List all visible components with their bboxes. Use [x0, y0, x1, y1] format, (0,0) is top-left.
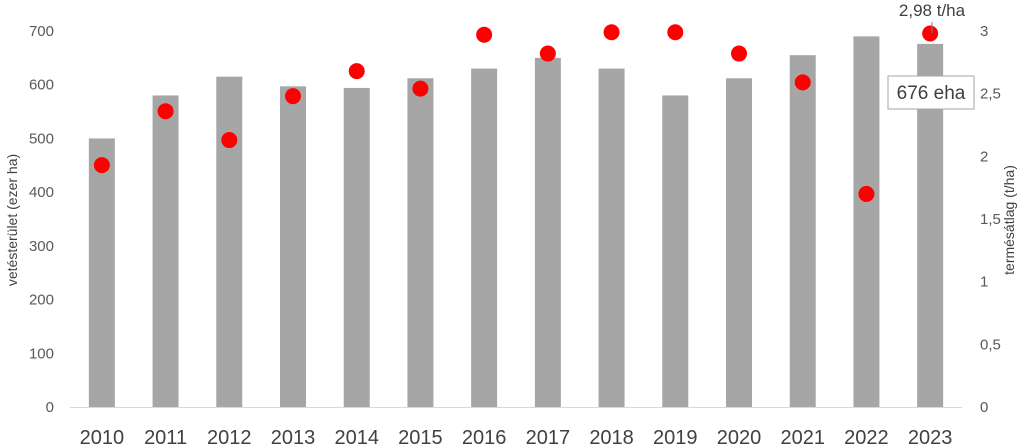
y-tick-label: 100 — [29, 345, 54, 362]
bar-2013 — [280, 86, 306, 407]
y-tick-label: 600 — [29, 77, 54, 94]
y2-tick-label: 2 — [980, 148, 988, 165]
x-tick-label: 2016 — [462, 427, 507, 446]
bars-layer — [88, 36, 944, 408]
bar-2019 — [662, 95, 689, 407]
y2-tick-label: 3 — [980, 23, 988, 40]
point-2021 — [794, 74, 811, 91]
point-2013 — [285, 88, 301, 105]
x-tick-label: 2010 — [80, 427, 125, 446]
bar-2017 — [534, 57, 561, 407]
y-tick-label: 400 — [29, 184, 54, 201]
x-tick-label: 2022 — [844, 427, 889, 446]
y2-tick-label: 0,5 — [980, 336, 1001, 353]
bar-label-2023: 676 eha — [897, 83, 966, 104]
y2-tick-label: 1,5 — [980, 211, 1001, 228]
point-2011 — [157, 103, 174, 120]
point-2016 — [476, 26, 493, 43]
x-tick-label: 2018 — [589, 427, 634, 446]
bar-2010 — [88, 138, 115, 407]
x-tick-label: 2015 — [398, 427, 443, 446]
bar-2011 — [152, 95, 179, 407]
point-2022 — [858, 185, 875, 202]
x-tick-label: 2014 — [334, 427, 379, 446]
y-axis-left-ticks: 0 100 200 300 400 500 600 700 — [29, 23, 54, 416]
bar-2022 — [853, 36, 880, 407]
x-tick-label: 2023 — [908, 427, 953, 446]
y-tick-label: 700 — [29, 23, 54, 40]
y-axis-right-title: termésátlag (t/ha) — [1001, 165, 1017, 275]
y-tick-label: 300 — [29, 238, 54, 255]
bar-2014 — [343, 87, 370, 408]
point-2023 — [922, 25, 939, 42]
y-tick-label: 200 — [29, 292, 54, 309]
bar-2012 — [216, 76, 243, 408]
y2-tick-label: 0 — [980, 399, 988, 416]
x-tick-label: 2019 — [653, 427, 698, 446]
bar-2015 — [407, 78, 434, 408]
point-2012 — [221, 132, 238, 149]
point-2010 — [93, 157, 110, 174]
points-layer — [93, 24, 939, 202]
point-2020 — [731, 45, 747, 62]
x-axis-ticks: 2010 2011 2012 2013 2014 2015 2016 2017 2018 2019… — [80, 427, 953, 446]
bar-2016 — [471, 68, 498, 407]
x-tick-label: 2012 — [207, 427, 252, 446]
bar-2020 — [726, 78, 752, 408]
y-axis-left-title: vetésterület (ezer ha) — [4, 154, 20, 286]
y-axis-right-ticks: 0 0,5 1 1,5 2 2,5 3 — [980, 23, 1001, 416]
x-tick-label: 2013 — [271, 427, 316, 446]
bar-label-box — [887, 75, 975, 110]
x-tick-label: 2017 — [526, 427, 571, 446]
point-2019 — [667, 24, 684, 41]
point-2017 — [539, 45, 556, 62]
bar-2018 — [598, 68, 625, 407]
point-2018 — [603, 24, 620, 41]
point-2015 — [412, 80, 429, 97]
x-tick-label: 2011 — [144, 427, 187, 446]
y-tick-label: 0 — [46, 399, 54, 416]
x-tick-label: 2020 — [717, 427, 762, 446]
y-tick-label: 500 — [29, 130, 54, 147]
point-2014 — [348, 63, 365, 80]
annotations: 2,98 t/ha 676 eha — [887, 1, 975, 110]
bar-2021 — [789, 55, 816, 408]
point-label-2023: 2,98 t/ha — [899, 1, 966, 20]
x-tick-label: 2021 — [780, 427, 825, 446]
y2-tick-label: 2,5 — [980, 86, 1001, 103]
y2-tick-label: 1 — [980, 274, 988, 291]
